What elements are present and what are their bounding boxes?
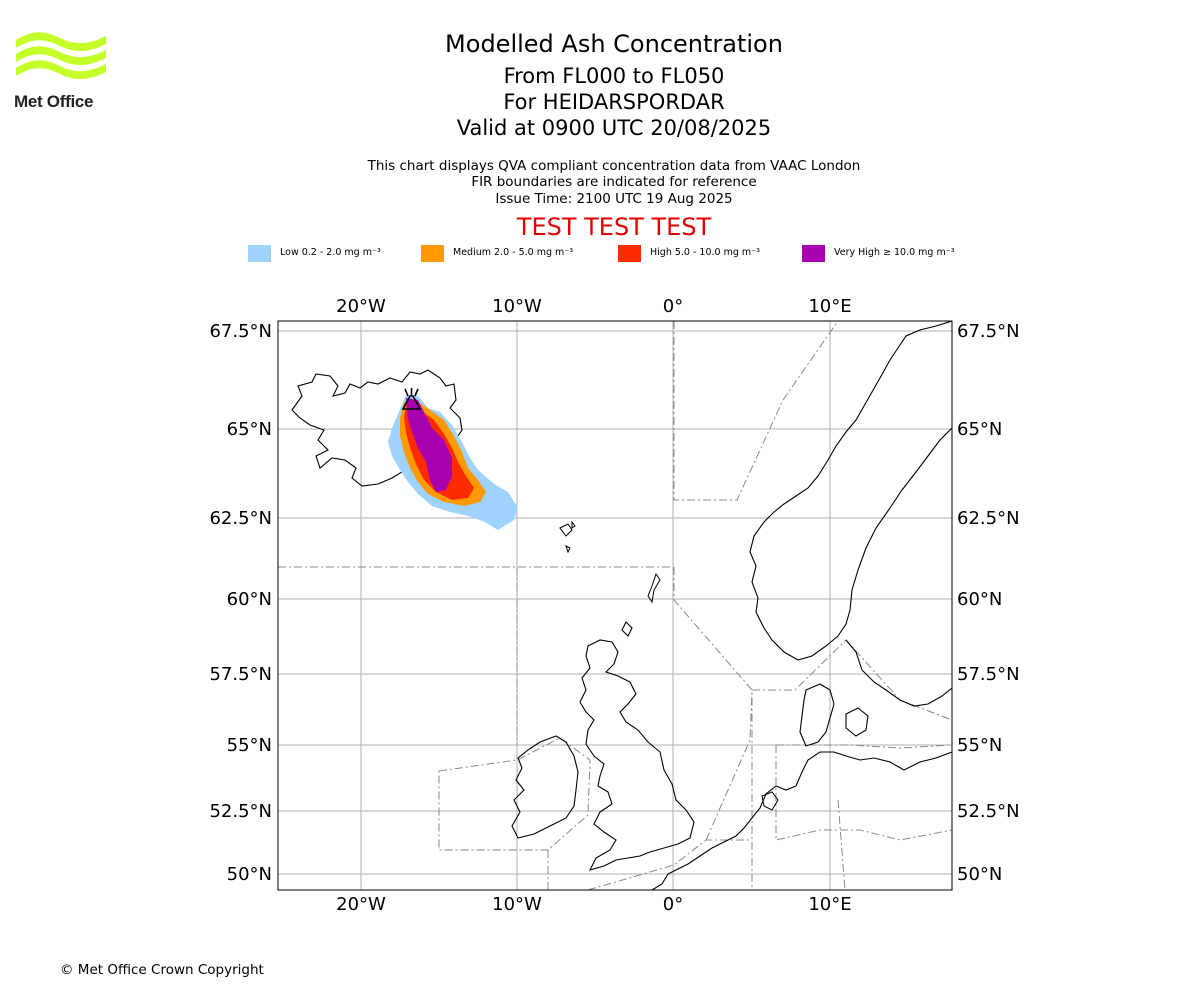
scandinavia-coastline: [749, 321, 952, 661]
lat-tick-left: 50°N: [227, 864, 272, 885]
legend-label-very-high: Very High ≥ 10.0 mg m⁻³: [834, 247, 955, 258]
legend-swatch-very-high: [802, 245, 825, 262]
flight-level-range: From FL000 to FL050: [503, 64, 725, 88]
lat-tick-left: 67.5°N: [209, 321, 272, 342]
valid-time: Valid at 0900 UTC 20/08/2025: [456, 116, 772, 140]
fir-boundaries: [278, 321, 952, 890]
lat-tick-right: 65°N: [957, 419, 1002, 440]
legend-swatch-high: [618, 245, 641, 262]
lon-tick-bottom: 20°W: [336, 894, 386, 915]
volcano-name: For HEIDARSPORDAR: [503, 90, 725, 114]
lat-tick-left: 60°N: [227, 589, 272, 610]
lon-tick-top: 10°E: [808, 296, 851, 317]
legend-swatch-medium: [421, 245, 444, 262]
lon-tick-top: 0°: [663, 296, 683, 317]
lat-tick-labels-right: 67.5°N 65°N 62.5°N 60°N 57.5°N 55°N 52.5…: [957, 321, 1020, 885]
copyright-notice: © Met Office Crown Copyright: [60, 962, 264, 978]
lat-tick-right: 57.5°N: [957, 664, 1020, 685]
lat-tick-left: 52.5°N: [209, 801, 272, 822]
shetland-coastline: [647, 572, 661, 604]
lon-tick-bottom: 10°E: [808, 894, 851, 915]
lon-tick-bottom: 10°W: [492, 894, 542, 915]
legend-label-medium: Medium 2.0 - 5.0 mg m⁻³: [453, 247, 574, 258]
lat-tick-right: 62.5°N: [957, 508, 1020, 529]
lat-tick-right: 50°N: [957, 864, 1002, 885]
legend-label-low: Low 0.2 - 2.0 mg m⁻³: [280, 247, 381, 258]
chart-title: Modelled Ash Concentration: [445, 30, 783, 58]
met-office-logo-text: Met Office: [14, 92, 94, 111]
lon-tick-labels-bottom: 20°W 10°W 0° 10°E: [336, 894, 851, 915]
test-banner: TEST TEST TEST: [516, 213, 712, 241]
lat-tick-left: 55°N: [227, 735, 272, 756]
lon-tick-top: 20°W: [336, 296, 386, 317]
ash-area-very-high: [406, 398, 452, 492]
volcano-marker-icon: [401, 388, 422, 410]
continental-europe-coastline: [651, 751, 952, 890]
denmark-coastline: [799, 683, 869, 747]
legend-label-high: High 5.0 - 10.0 mg m⁻³: [650, 247, 760, 258]
faroe-islands: [559, 520, 576, 554]
ash-plume: [388, 395, 518, 530]
lat-tick-left: 65°N: [227, 419, 272, 440]
met-office-logo: Met Office: [14, 30, 108, 112]
lon-tick-bottom: 0°: [663, 894, 683, 915]
lat-tick-left: 57.5°N: [209, 664, 272, 685]
lat-tick-labels-left: 67.5°N 65°N 62.5°N 60°N 57.5°N 55°N 52.5…: [209, 321, 272, 885]
lat-tick-right: 60°N: [957, 589, 1002, 610]
lon-tick-labels-top: 20°W 10°W 0° 10°E: [336, 296, 851, 317]
fir-note: FIR boundaries are indicated for referen…: [471, 174, 757, 190]
lon-tick-top: 10°W: [492, 296, 542, 317]
south-sweden-coastline: [845, 639, 952, 707]
great-britain-coastline: [579, 621, 695, 871]
map-frame: [277, 320, 953, 891]
lat-tick-right: 55°N: [957, 735, 1002, 756]
met-office-logo-waves-icon: [16, 32, 106, 80]
issue-time: Issue Time: 2100 UTC 19 Aug 2025: [495, 191, 733, 207]
lat-tick-left: 62.5°N: [209, 508, 272, 529]
map-gridlines: [278, 321, 952, 890]
lat-tick-right: 52.5°N: [957, 801, 1020, 822]
ireland-coastline: [511, 735, 579, 839]
ijsselmeer-coastline: [761, 791, 779, 811]
legend-swatch-low: [248, 245, 271, 262]
lat-tick-right: 67.5°N: [957, 321, 1020, 342]
iceland-coastline: [291, 369, 463, 487]
chart-description: This chart displays QVA compliant concen…: [367, 158, 861, 174]
